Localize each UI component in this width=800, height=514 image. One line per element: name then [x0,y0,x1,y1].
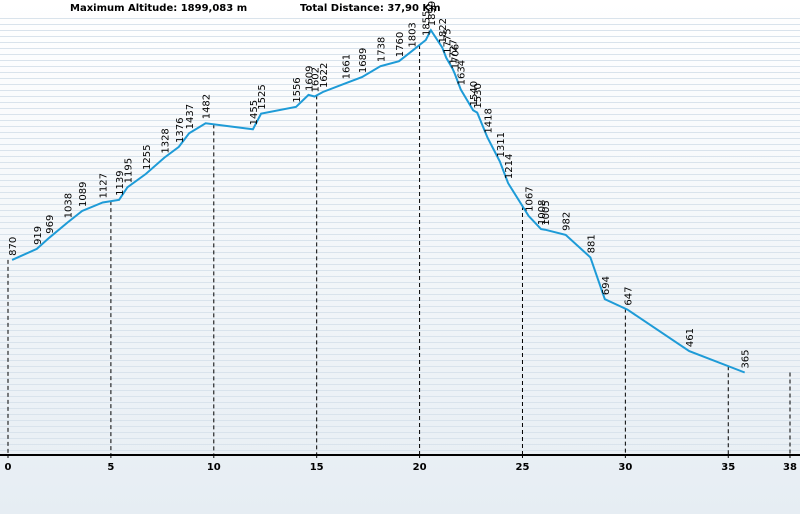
data-label: 1437 [185,104,196,129]
data-label: 1855 [422,11,433,36]
data-label: 1602 [311,67,322,92]
data-label: 1038 [64,193,75,218]
profile-line [11,28,746,374]
data-label: 1139 [115,170,126,195]
x-tick-label: 20 [413,462,427,473]
x-tick-label: 15 [310,462,324,473]
data-label: 1822 [438,18,449,43]
data-label: 1661 [341,54,352,79]
data-label: 1727 [449,39,460,64]
data-label: 1008 [537,200,548,225]
x-tick-label: 5 [107,462,114,473]
data-label: 881 [586,234,597,253]
x-tick-label: 38 [783,462,797,473]
data-label: 1556 [292,77,303,102]
data-label: 1738 [376,37,387,62]
data-label: 1311 [496,132,507,157]
data-label: 1609 [304,65,315,90]
data-label: 1634 [457,60,468,85]
data-label: 1127 [99,173,110,198]
data-label: 1530 [473,83,484,108]
data-label: 1525 [257,84,268,109]
data-label: 1803 [407,22,418,47]
x-tick-label: 35 [721,462,735,473]
data-label: 1706 [451,44,462,69]
max-altitude: Maximum Altitude: 1899,083 m [70,3,247,14]
data-label: 1376 [175,117,186,142]
data-label: 1418 [483,108,494,133]
x-tick-label: 10 [207,462,221,473]
data-label: 1328 [160,128,171,153]
data-label: 647 [623,287,634,306]
background-lines [0,14,800,454]
data-label: 919 [33,226,44,245]
data-label: 1899 [427,1,438,26]
data-label: 694 [601,276,612,295]
data-label: 870 [8,237,19,256]
data-label: 1255 [142,144,153,169]
data-label: 1775 [442,28,453,53]
data-label: 1005 [541,200,552,225]
data-label: 1067 [525,186,536,211]
data-label: 1482 [202,94,213,119]
data-label: 1760 [395,32,406,57]
x-tick-label: 0 [5,462,12,473]
data-label: 1089 [78,182,89,207]
data-label: 1195 [123,158,134,183]
data-label: 1214 [504,154,515,179]
data-label: 1540 [469,81,480,106]
x-tick-label: 30 [618,462,632,473]
data-label: 365 [741,349,752,368]
x-tick-label: 25 [516,462,530,473]
data-label: 461 [685,328,696,347]
data-label: 982 [562,212,573,231]
data-label: 1622 [319,63,330,88]
total-distance: Total Distance: 37,90 Km [300,3,441,14]
data-label: 1455 [249,100,260,125]
data-label: 969 [45,215,56,234]
data-label: 1689 [358,48,369,73]
